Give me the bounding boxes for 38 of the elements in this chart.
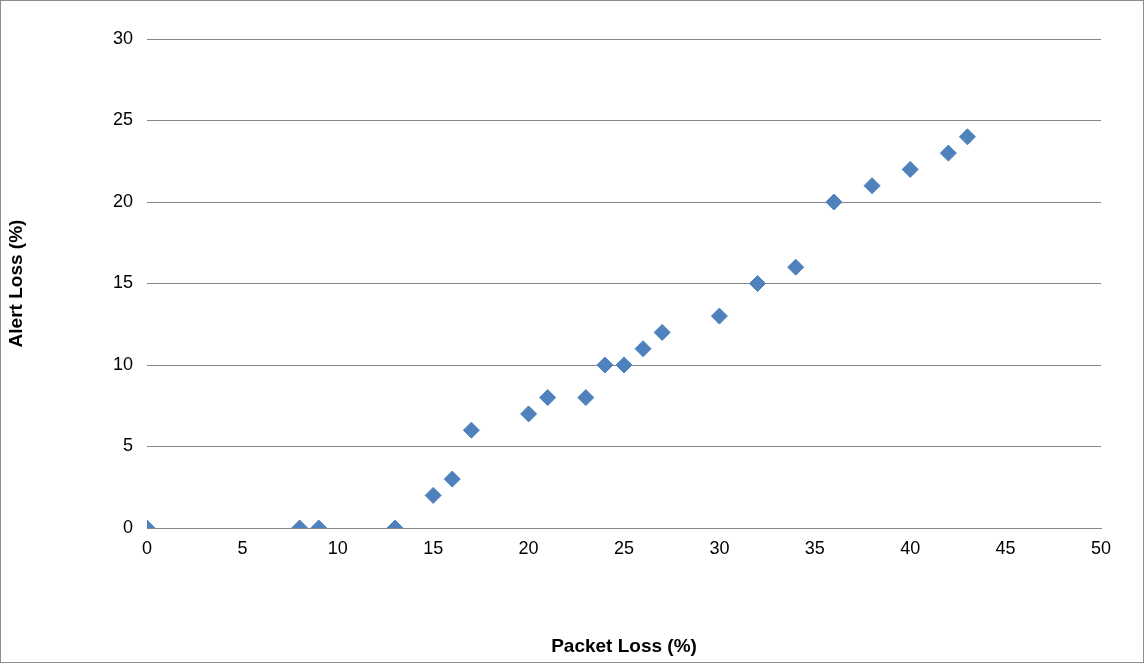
point [901,160,919,178]
x-tick-label: 5 [237,537,248,558]
y-tick-label: 10 [112,353,133,374]
point [634,340,652,358]
y-tick-label: 5 [122,435,133,456]
y-tick-label: 0 [122,516,133,537]
x-tick-label: 45 [995,537,1016,558]
x-tick-label: 0 [141,537,153,558]
point [787,258,805,276]
y-tick-label: 20 [112,190,133,211]
point [863,177,881,195]
x-tick-label: 15 [423,537,444,558]
point [958,128,976,146]
x-tick-label: 25 [613,537,635,558]
point [462,421,480,439]
point [710,307,728,325]
point [749,275,767,292]
y-tick-label: 30 [112,27,133,48]
point [520,405,538,423]
x-tick-label: 30 [709,537,730,558]
x-tick-label: 10 [327,537,348,558]
point [653,323,671,341]
x-tick-label: 35 [804,537,825,558]
point [539,389,557,407]
y-axis-title: Alert Loss (%) [4,219,26,348]
y-tick-label: 25 [112,109,133,130]
x-tick-label: 40 [900,537,921,558]
point [424,486,442,504]
x-tick-label: 50 [1090,537,1112,558]
point [577,389,595,407]
point [939,144,957,162]
point [825,193,843,211]
point [615,356,633,374]
point [443,470,461,488]
x-tick-label: 20 [518,537,539,558]
x-axis-title: Packet Loss (%) [551,634,697,656]
point [596,356,614,374]
y-tick-label: 15 [112,272,133,293]
